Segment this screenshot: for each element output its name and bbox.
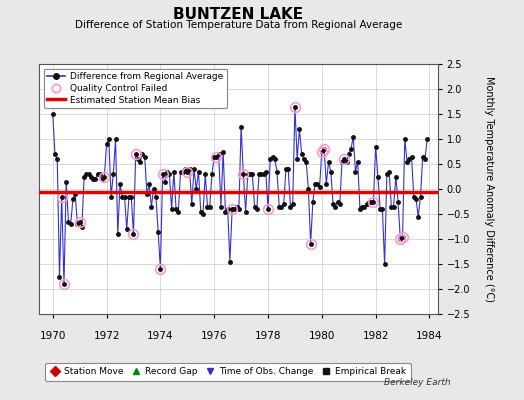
Text: 1976: 1976 [201,331,227,341]
Y-axis label: Monthly Temperature Anomaly Difference (°C): Monthly Temperature Anomaly Difference (… [484,76,494,302]
Text: Berkeley Earth: Berkeley Earth [384,378,451,387]
Text: 1984: 1984 [416,331,443,341]
Text: 1970: 1970 [40,331,66,341]
Text: BUNTZEN LAKE: BUNTZEN LAKE [173,7,303,22]
Text: 1978: 1978 [255,331,281,341]
Text: 1980: 1980 [309,331,335,341]
Text: 1982: 1982 [363,331,389,341]
Text: 1972: 1972 [93,331,120,341]
Text: Difference of Station Temperature Data from Regional Average: Difference of Station Temperature Data f… [75,20,402,30]
Legend: Difference from Regional Average, Quality Control Failed, Estimated Station Mean: Difference from Regional Average, Qualit… [44,68,227,108]
Text: 1974: 1974 [147,331,173,341]
Legend: Station Move, Record Gap, Time of Obs. Change, Empirical Break: Station Move, Record Gap, Time of Obs. C… [45,363,411,381]
